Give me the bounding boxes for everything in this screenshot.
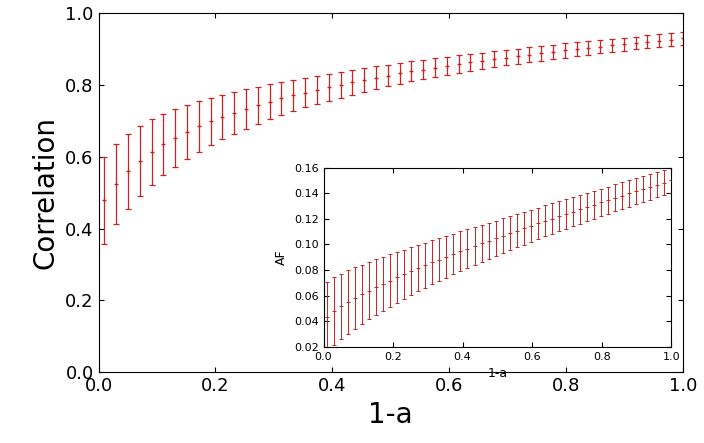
Y-axis label: Correlation: Correlation [32,116,60,269]
X-axis label: 1-a: 1-a [368,400,413,428]
